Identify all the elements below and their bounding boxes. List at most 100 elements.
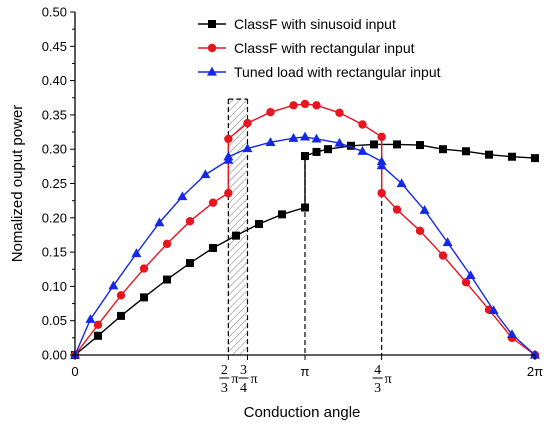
y-tick-label: 0.00 [42, 348, 67, 363]
x-tick-pi: π [231, 372, 238, 387]
series-line [74, 143, 536, 356]
data-point [108, 280, 119, 290]
data-point [438, 251, 448, 260]
y-tick-label: 0.20 [42, 210, 67, 225]
x-tick-fraction: 3 4π [238, 363, 258, 396]
data-point [392, 205, 402, 214]
data-point [439, 145, 447, 154]
data-point [311, 133, 322, 143]
x-tick-numerator: 4 [374, 363, 381, 378]
data-point [312, 147, 321, 156]
x-tick-denominator: 3 [221, 381, 228, 396]
data-point [376, 160, 387, 170]
data-point [278, 210, 286, 219]
data-point [288, 133, 299, 142]
data-point [396, 178, 407, 188]
data-point [465, 270, 476, 280]
data-point [255, 219, 263, 228]
data-point [442, 237, 453, 247]
data-point [370, 140, 378, 149]
data-point [393, 140, 401, 149]
data-point [530, 349, 540, 359]
data-point [207, 66, 217, 76]
y-tick-label: 0.50 [42, 5, 67, 20]
legend-entry-2: Tuned load with rectangular input [198, 64, 441, 80]
data-point [139, 264, 149, 273]
axes: 0.00 0.05 0.10 0.15 0.20 0.25 0.30 0.35 0.40 0.45… [42, 5, 543, 397]
data-point [186, 259, 194, 268]
data-point [224, 134, 233, 144]
x-tick-fraction: 4 3π [372, 363, 392, 396]
data-point [224, 188, 233, 198]
data-point [131, 248, 142, 258]
data-point [177, 191, 188, 201]
data-point [301, 203, 309, 212]
data-point [507, 329, 517, 339]
data-point [162, 239, 172, 249]
hatched-region [228, 98, 248, 355]
data-point [93, 320, 103, 330]
legend-entry-0: ClassF with sinusoid input [198, 16, 396, 32]
y-tick-label: 0.35 [42, 107, 67, 122]
x-tick-pi: π [385, 372, 392, 387]
data-point [312, 101, 321, 110]
hatch-fill [228, 99, 248, 355]
legend: ClassF with sinusoid input ClassF with re… [198, 16, 441, 80]
data-point [185, 217, 195, 226]
x-tick-label: 2π [527, 364, 543, 379]
x-tick-numerator: 3 [240, 363, 247, 378]
data-point [265, 137, 276, 146]
data-point [301, 152, 309, 161]
series-2 [70, 131, 540, 359]
data-point [334, 137, 345, 147]
data-point [300, 99, 310, 109]
x-tick-denominator: 3 [374, 381, 381, 396]
y-tick-label: 0.25 [42, 176, 67, 191]
y-tick-label: 0.15 [42, 245, 67, 260]
data-point [377, 132, 386, 142]
data-point [508, 152, 516, 161]
data-point [242, 143, 253, 153]
data-point [207, 43, 217, 53]
data-point [377, 188, 386, 198]
data-point [358, 120, 367, 129]
data-point [223, 151, 234, 161]
data-point [300, 131, 310, 141]
legend-entry-1: ClassF with rectangular input [198, 40, 415, 56]
data-point [462, 147, 470, 156]
data-point [485, 150, 493, 159]
y-tick-label: 0.05 [42, 313, 67, 328]
data-point [289, 101, 298, 110]
data-point [324, 145, 332, 154]
data-point [461, 278, 471, 287]
data-point [347, 141, 355, 150]
y-tick-label: 0.30 [42, 142, 67, 157]
data-point [94, 331, 102, 340]
data-point [335, 108, 344, 118]
x-tick-fraction: 2 3π [219, 363, 238, 396]
x-tick-denominator: 4 [240, 381, 247, 396]
y-axis-title: Nomalized ouput power [9, 105, 26, 263]
data-point [531, 154, 539, 163]
data-point [208, 20, 216, 28]
legend-label: Tuned load with rectangular input [234, 64, 441, 80]
data-point [266, 107, 275, 117]
x-axis-title: Conduction angle [244, 404, 361, 421]
data-point [116, 291, 126, 300]
legend-label: ClassF with rectangular input [234, 40, 415, 56]
data-point [488, 305, 499, 315]
y-tick-label: 0.10 [42, 279, 67, 294]
data-point [419, 205, 430, 214]
data-point [415, 226, 425, 236]
data-point [163, 275, 171, 284]
x-tick-label: 0 [71, 364, 78, 379]
x-tick-pi: π [251, 372, 258, 387]
data-point [209, 243, 217, 252]
data-point [208, 198, 218, 207]
data-point [154, 217, 165, 227]
legend-label: ClassF with sinusoid input [234, 16, 396, 32]
data-point [416, 141, 424, 150]
data-point [357, 146, 368, 155]
data-point [140, 293, 148, 302]
